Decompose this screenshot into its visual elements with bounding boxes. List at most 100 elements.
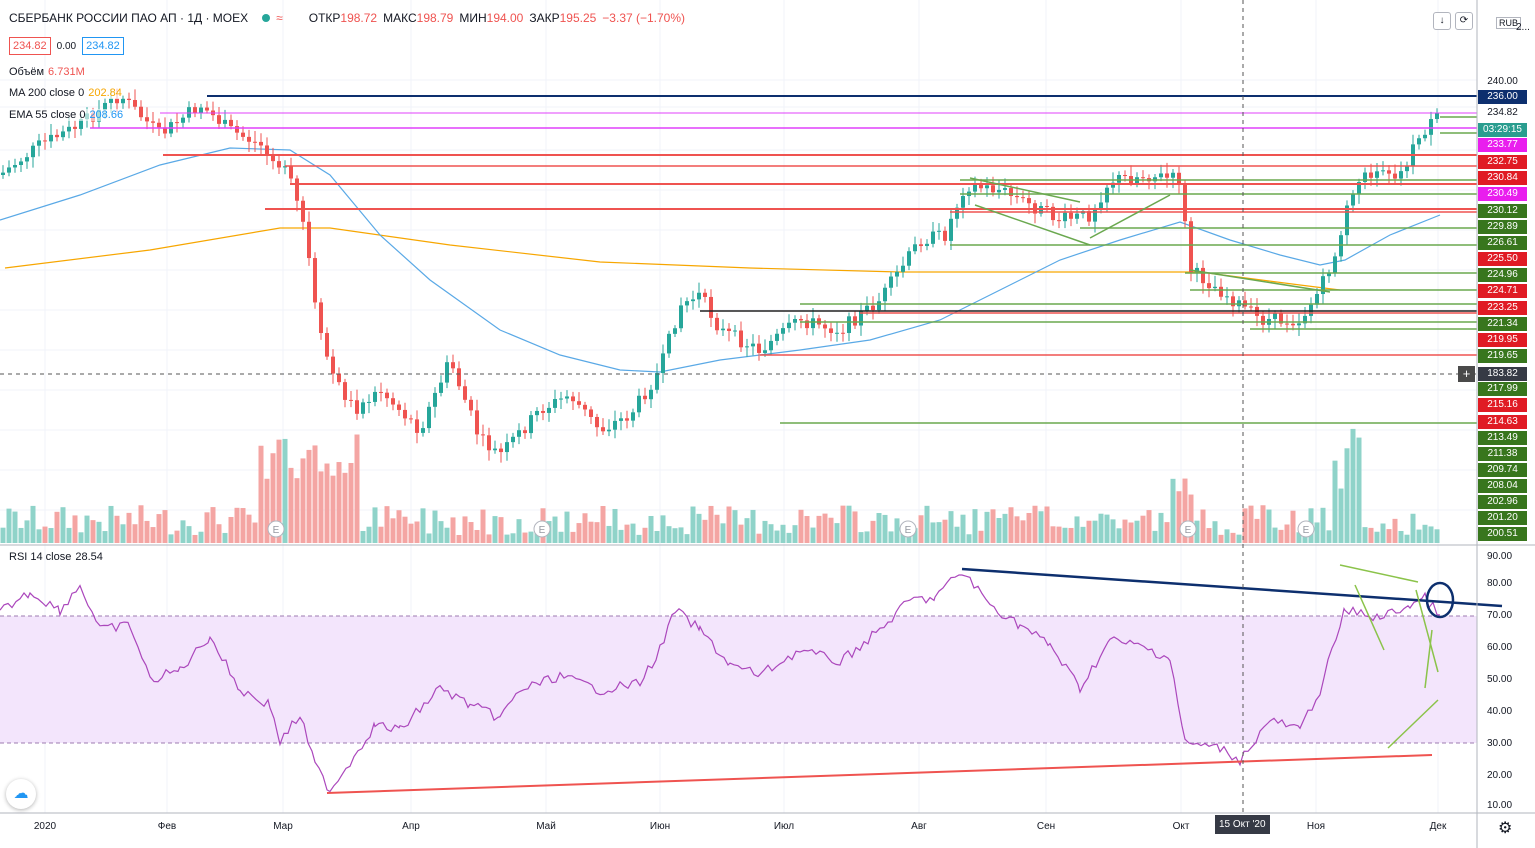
trend-line [1189, 269, 1331, 293]
volume-bar [390, 518, 396, 543]
candle-body [559, 398, 563, 400]
candle-body [1159, 173, 1163, 178]
candle-body [541, 410, 545, 413]
candle-body [613, 420, 617, 430]
tradingview-logo-icon[interactable]: ☁ [6, 779, 36, 809]
sell-button[interactable]: 234.82 [9, 37, 51, 55]
candle-body [313, 258, 317, 303]
candle-body [565, 396, 569, 399]
ma200-legend[interactable]: MA 200 close 0 202.84 [9, 87, 122, 99]
time-axis-label: Июл [773, 821, 795, 832]
volume-bar [780, 524, 786, 543]
volume-bar [708, 505, 714, 543]
volume-bar [1128, 522, 1134, 543]
volume-bar [1170, 478, 1176, 543]
candle-body [469, 399, 473, 411]
volume-bar [714, 514, 720, 543]
candle-body [307, 221, 311, 259]
volume-bar [474, 529, 480, 543]
volume-bar [360, 530, 366, 543]
volume-bar [138, 505, 144, 543]
symbol-title[interactable]: СБЕРБАНК РОССИИ ПАО АП · 1Д · MOEX [9, 11, 249, 25]
volume-bar [1050, 526, 1056, 543]
rsi-label: RSI 14 close [9, 551, 72, 563]
volume-bar [1152, 530, 1158, 543]
buy-button[interactable]: 234.82 [82, 37, 124, 55]
volume-bar [408, 523, 414, 543]
candle-body [895, 271, 899, 277]
download-icon[interactable]: ↓ [1433, 12, 1451, 30]
volume-legend[interactable]: Объём 6.731M [9, 66, 85, 78]
candle-body [1393, 173, 1397, 179]
volume-bar [324, 463, 330, 543]
candle-body [319, 302, 323, 334]
volume-bar [1272, 527, 1278, 543]
volume-bar [1416, 529, 1422, 543]
candle-body [139, 106, 143, 118]
candle-body [733, 330, 737, 332]
earnings-event-label: E [273, 525, 280, 536]
volume-bar [312, 445, 318, 543]
volume-bar [402, 516, 408, 543]
candle-body [151, 121, 155, 123]
candle-body [1315, 294, 1319, 305]
volume-bar [0, 527, 6, 543]
volume-bar [1158, 512, 1164, 543]
volume-bar [498, 517, 504, 543]
volume-bar [864, 531, 870, 543]
volume-bar [870, 520, 876, 543]
volume-bar [468, 522, 474, 543]
volume-bar [798, 509, 804, 543]
volume-bar [432, 510, 438, 543]
settings-icon[interactable]: ⚙ [1498, 820, 1513, 837]
candle-body [649, 389, 653, 400]
plus-icon[interactable]: + [1458, 366, 1475, 382]
currency-button[interactable]: RUB [1496, 17, 1522, 29]
open-label: ОТКР [308, 11, 341, 25]
volume-bar [306, 449, 312, 543]
price-axis-label: 211.38 [1478, 447, 1527, 461]
candle-body [1435, 112, 1439, 120]
volume-value: 6.731M [48, 66, 85, 78]
volume-bar [1164, 522, 1170, 543]
volume-bar [1422, 524, 1428, 543]
volume-bar [162, 510, 168, 543]
candle-body [409, 418, 413, 420]
price-axis-label: 208.04 [1478, 479, 1527, 493]
ema55-legend[interactable]: EMA 55 close 0 208.66 [9, 109, 124, 121]
candle-body [301, 200, 305, 222]
candle-body [1117, 175, 1121, 183]
refresh-icon[interactable]: ⟳ [1455, 12, 1473, 30]
ma200-label: MA 200 close 0 [9, 87, 85, 99]
crosshair-date-label: 15 Окт '20 [1215, 815, 1270, 834]
volume-bar [1236, 534, 1242, 543]
volume-bar [636, 534, 642, 543]
rsi-legend[interactable]: RSI 14 close 28.54 [9, 551, 103, 563]
rsi-highlight-circle [1425, 581, 1455, 619]
volume-bar [1404, 534, 1410, 543]
price-axis-label: 234.82 [1487, 107, 1518, 118]
candle-body [847, 316, 851, 333]
candle-body [1177, 172, 1181, 185]
candle-body [1249, 306, 1253, 308]
candle-body [823, 324, 827, 329]
volume-bar [228, 516, 234, 543]
candle-body [1369, 172, 1373, 178]
volume-bar [1356, 437, 1362, 543]
candle-body [457, 368, 461, 387]
candle-body [223, 119, 227, 124]
earnings-event-marker [899, 520, 917, 538]
volume-bar [42, 526, 48, 543]
candle-body [943, 230, 947, 241]
volume-bar [750, 509, 756, 543]
price-axis-label: 200.51 [1478, 527, 1527, 541]
volume-bar [288, 467, 294, 543]
time-axis-label: Мар [273, 821, 293, 832]
candle-body [1075, 213, 1079, 219]
volume-bar [384, 506, 390, 543]
time-axis-label: Апр [402, 821, 420, 832]
candle-body [109, 98, 113, 103]
volume-bar [1140, 515, 1146, 543]
volume-bar [54, 511, 60, 543]
